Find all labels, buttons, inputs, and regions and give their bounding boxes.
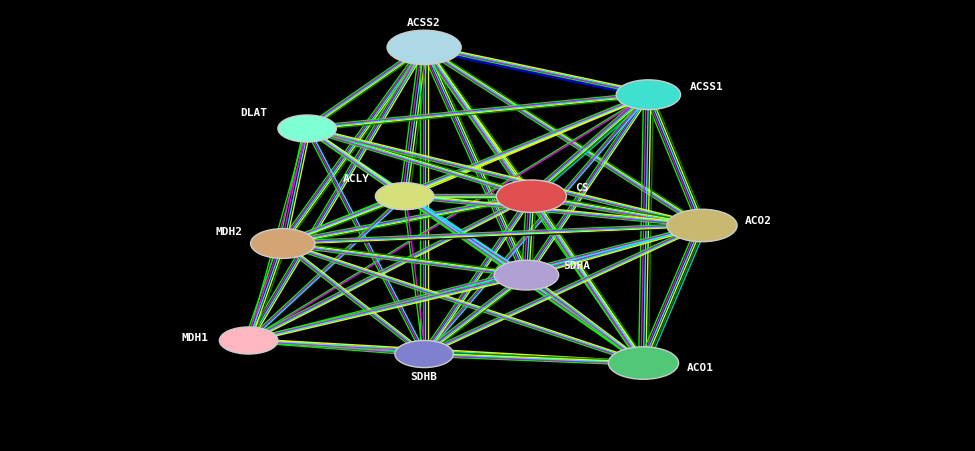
Text: ACO1: ACO1 [686, 363, 714, 373]
Text: MDH1: MDH1 [181, 333, 209, 343]
Circle shape [494, 260, 559, 290]
Text: MDH2: MDH2 [215, 227, 243, 237]
Circle shape [375, 183, 434, 210]
Circle shape [278, 115, 336, 142]
Circle shape [251, 229, 315, 258]
Text: ACSS1: ACSS1 [690, 82, 723, 92]
Circle shape [387, 30, 461, 64]
Circle shape [219, 327, 278, 354]
Text: DLAT: DLAT [240, 108, 267, 118]
Circle shape [395, 341, 453, 368]
Circle shape [667, 209, 737, 242]
Text: SDHB: SDHB [410, 372, 438, 382]
Circle shape [616, 80, 681, 110]
Text: CS: CS [575, 183, 589, 193]
Text: ACO2: ACO2 [745, 216, 772, 226]
Circle shape [496, 180, 566, 212]
Text: ACSS2: ACSS2 [408, 18, 441, 28]
Text: SDHA: SDHA [564, 261, 591, 271]
Circle shape [608, 347, 679, 379]
Text: ACLY: ACLY [342, 174, 370, 184]
